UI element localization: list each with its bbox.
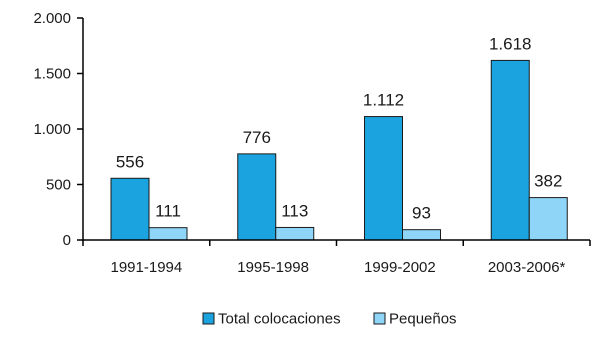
x-tick-label: 1995-1998 <box>237 259 309 276</box>
y-tick-label: 2.000 <box>33 10 71 27</box>
bar-total-colocaciones <box>110 177 150 241</box>
legend: Total colocaciones Pequeños <box>202 311 457 328</box>
legend-item-pequenos: Pequeños <box>389 311 457 328</box>
bar-pequenos <box>275 226 315 241</box>
y-tick-label: 1.500 <box>33 66 71 83</box>
y-tick-label: 500 <box>46 177 71 194</box>
data-label: 1.618 <box>489 34 532 53</box>
legend-swatch <box>202 312 215 325</box>
bar-total-colocaciones <box>490 59 530 241</box>
bars: 556 111 776 113 1.112 93 1.618 382 <box>110 34 568 241</box>
data-label: 111 <box>155 202 181 221</box>
x-axis: 1991-1994 1995-1998 1999-2002 2003-2006* <box>82 239 591 276</box>
bar-pequenos <box>148 227 188 241</box>
data-label: 93 <box>412 204 431 223</box>
y-tick-label: 1.000 <box>33 121 71 138</box>
x-tick-label: 1991-1994 <box>111 259 183 276</box>
x-tick-label: 1999-2002 <box>364 259 436 276</box>
data-label: 1.112 <box>363 91 404 110</box>
x-tick-label: 2003-2006* <box>488 259 566 276</box>
bar-pequenos <box>402 229 441 241</box>
y-axis: 0 500 1.000 1.500 2.000 <box>33 10 84 249</box>
legend-item-total-colocaciones: Total colocaciones <box>218 311 341 328</box>
data-label: 382 <box>534 172 562 191</box>
bar-total-colocaciones <box>237 153 277 241</box>
data-label: 776 <box>243 128 271 147</box>
legend-swatch <box>373 312 386 325</box>
bar-pequenos <box>528 197 568 241</box>
data-label: 556 <box>116 152 144 171</box>
bar-total-colocaciones <box>364 116 403 241</box>
y-tick-label: 0 <box>63 232 71 249</box>
data-label: 113 <box>281 201 308 220</box>
